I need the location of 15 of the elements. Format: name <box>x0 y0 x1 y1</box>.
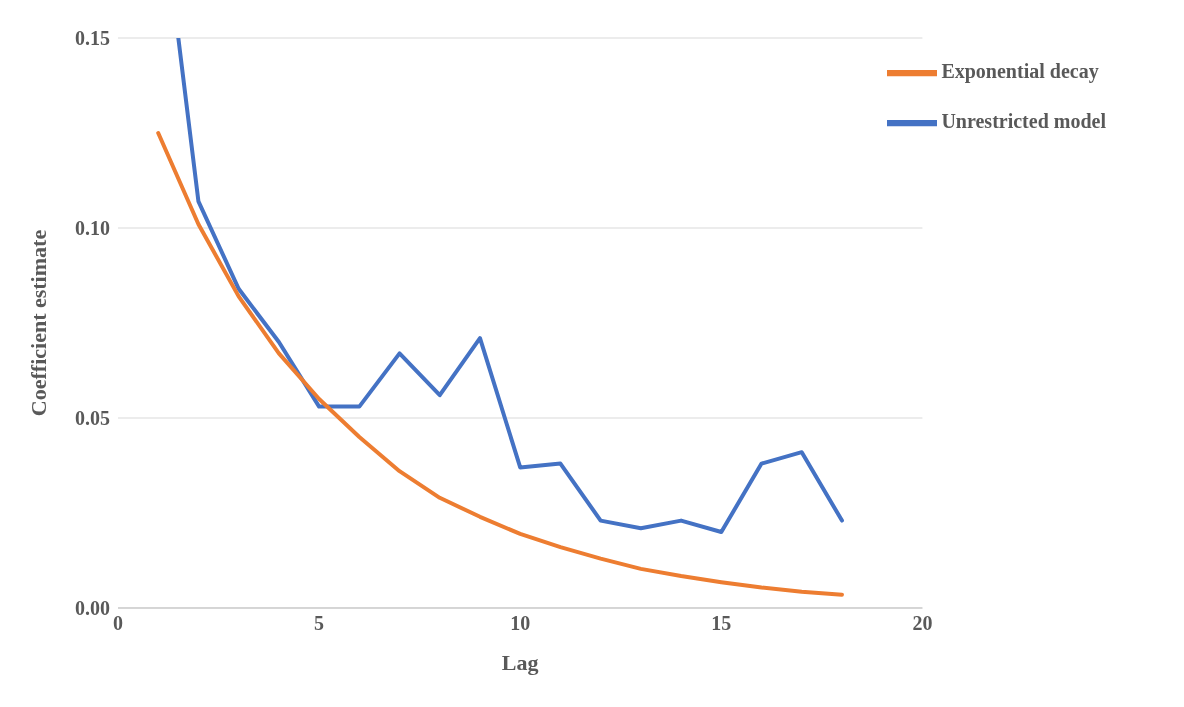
x-tick-label: 15 <box>711 612 732 635</box>
x-axis-title: Lag <box>501 650 539 675</box>
x-tick-label: 5 <box>314 612 325 635</box>
legend-label: Unrestricted model <box>941 109 1106 132</box>
line-series <box>156 131 844 597</box>
line-series <box>176 38 844 534</box>
y-axis-title: Coefficient estimate <box>25 229 51 417</box>
y-tick-label: 0.00 <box>75 597 110 620</box>
x-tick-label: 20 <box>912 612 933 635</box>
x-tick-label: 0 <box>113 612 123 635</box>
y-tick-label: 0.05 <box>75 407 110 430</box>
y-tick-label: 0.10 <box>75 217 110 240</box>
legend-label: Exponential decay <box>941 59 1099 82</box>
y-tick-label: 0.15 <box>75 27 110 50</box>
x-tick-label: 10 <box>510 612 531 635</box>
